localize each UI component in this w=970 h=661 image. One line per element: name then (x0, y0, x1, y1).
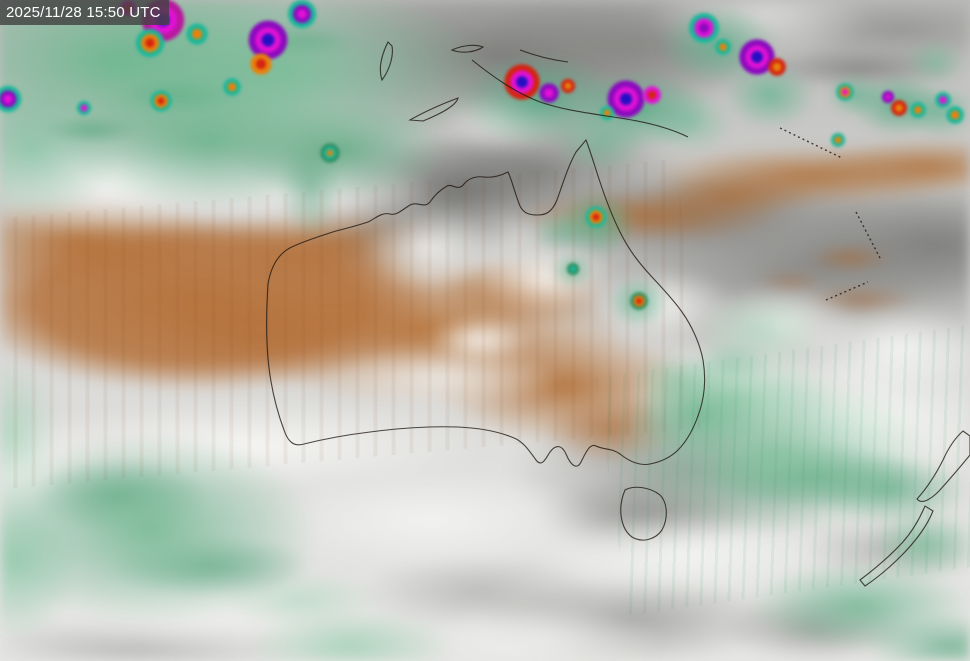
convection-cell (566, 262, 580, 276)
convection-cell (605, 78, 647, 120)
island-chain-new-caledonia (825, 281, 869, 301)
convection-cell (149, 89, 173, 113)
convection-cell (945, 105, 965, 125)
dry-air-streak-texture (0, 159, 701, 491)
convection-cell (714, 38, 732, 56)
convection-cell (286, 0, 318, 30)
coastline-timor (408, 97, 459, 122)
island-chain-solomons (779, 127, 843, 159)
convection-cell (76, 100, 92, 116)
convection-cell (222, 77, 242, 97)
coastline-australia (266, 138, 706, 467)
convection-cell (0, 84, 23, 114)
coastline-sulawesi-fragment (379, 41, 393, 82)
convection-cell (642, 85, 662, 105)
coastline-new-zealand-south (859, 505, 934, 587)
convection-cell (134, 27, 166, 59)
convection-cell (737, 37, 777, 77)
timestamp-overlay: 2025/11/28 15:50 UTC (0, 0, 169, 25)
convection-cell (890, 99, 908, 117)
convection-cell (599, 105, 615, 121)
convection-cell (909, 101, 927, 119)
convection-cell (584, 205, 608, 229)
island-chain-vanuatu (855, 211, 881, 259)
coastline-new-guinea (471, 59, 689, 138)
coastline-new-guinea-north (519, 49, 569, 63)
convection-cell (560, 78, 576, 94)
convection-cell (881, 90, 895, 104)
convection-cell (246, 18, 290, 62)
convection-cell (934, 91, 952, 109)
coastline-seram (450, 44, 485, 53)
convection-cell (538, 82, 560, 104)
convection-cell (319, 142, 341, 164)
convection-cell (835, 82, 855, 102)
timestamp-text: 2025/11/28 15:50 UTC (6, 4, 161, 21)
convection-cell (830, 132, 846, 148)
convection-cell (629, 291, 649, 311)
convection-cell (249, 52, 273, 76)
convection-cell (687, 11, 721, 45)
moisture-streak-texture (595, 324, 970, 616)
convection-cell (185, 22, 209, 46)
convection-cell (767, 57, 787, 77)
coastline-new-zealand-north (916, 430, 970, 502)
convection-cell (502, 62, 542, 102)
coastline-tasmania (620, 486, 667, 541)
